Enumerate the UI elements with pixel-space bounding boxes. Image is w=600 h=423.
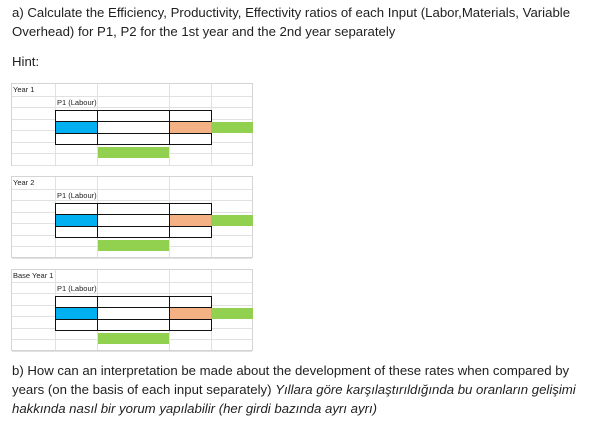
question-b: b) How can an interpretation be made abo… <box>12 361 596 418</box>
gridline-row <box>12 164 252 166</box>
bordered-cell <box>55 132 98 145</box>
bordered-cell <box>169 225 212 238</box>
year-label: Year 1 <box>13 85 35 94</box>
gridline-row <box>12 188 252 190</box>
bordered-cell <box>97 225 170 238</box>
bordered-cell <box>55 318 98 331</box>
question-b-turkish: Yıllara göre karşılaştırıldığında bu ora… <box>12 382 576 416</box>
bordered-cell <box>169 132 212 145</box>
gridline-row <box>12 95 252 97</box>
green-cell-bottom <box>98 333 169 344</box>
question-a: a) Calculate the Efficiency, Productivit… <box>12 5 571 39</box>
green-cell-right <box>211 215 253 226</box>
gridline-row <box>12 281 252 283</box>
gridline-row <box>12 293 252 294</box>
spreadsheet-base-year-1: Base Year 1 P1 (Labour) <box>11 269 253 352</box>
spreadsheet-year-1: Year 1 P1 (Labour) <box>11 83 253 166</box>
green-cell-bottom <box>98 147 169 158</box>
green-cell-right <box>211 308 253 319</box>
green-cell-bottom <box>98 240 169 251</box>
gridline-row <box>12 350 252 352</box>
spreadsheet-year-2: Year 2 P1 (Labour) <box>11 176 253 259</box>
bordered-cell <box>97 318 170 331</box>
orange-cell <box>170 308 211 319</box>
hint-label: Hint: <box>12 54 40 69</box>
orange-cell <box>170 122 211 133</box>
question-b-english: b) How can an interpretation be made abo… <box>12 363 570 397</box>
bordered-cell <box>169 318 212 331</box>
product-label: P1 (Labour) <box>57 284 97 293</box>
orange-cell <box>170 215 211 226</box>
year-label: Year 2 <box>13 178 35 187</box>
year-label: Base Year 1 <box>13 271 54 280</box>
bordered-cell <box>55 225 98 238</box>
product-label: P1 (Labour) <box>57 191 97 200</box>
gridline-row <box>12 257 252 259</box>
blue-cell <box>56 122 97 133</box>
product-label: P1 (Labour) <box>57 98 97 107</box>
green-cell-right <box>211 122 253 133</box>
gridline-row <box>12 107 252 108</box>
gridline-row <box>12 200 252 201</box>
blue-cell <box>56 215 97 226</box>
blue-cell <box>56 308 97 319</box>
bordered-cell <box>97 132 170 145</box>
